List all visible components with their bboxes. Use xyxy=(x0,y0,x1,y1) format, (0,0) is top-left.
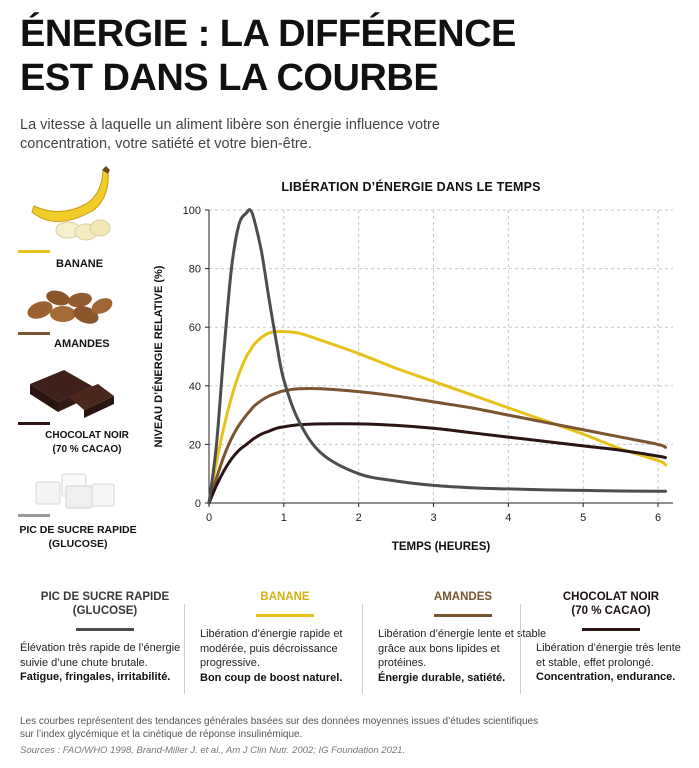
x-tick-label: 0 xyxy=(206,512,212,524)
series-line xyxy=(207,208,668,505)
card-divider xyxy=(184,604,185,694)
card-description: Élévation très rapide de l’énergie suivi… xyxy=(20,642,181,669)
y-axis-label: NIVEAU D’ÉNERGIE RELATIVE (%) xyxy=(152,265,165,447)
y-tick-label: 20 xyxy=(189,439,201,451)
sources: Sources : FAO/WHO 1998, Brand-Miller J. … xyxy=(20,745,406,756)
legend-item-chocolat: CHOCOLAT NOIR (70 % CACAO) xyxy=(18,366,148,457)
page-subtitle: La vitesse à laquelle un aliment libère … xyxy=(20,117,440,152)
card-title: AMANDES xyxy=(433,591,493,603)
card-highlight: Bon coup de boost naturel. xyxy=(200,671,343,684)
card-chocolat: CHOCOLAT NOIR (70 % CACAO) Libération d’… xyxy=(536,590,686,685)
x-tick-label: 1 xyxy=(281,512,287,524)
legend-label: BANANE xyxy=(56,258,104,270)
card-amandes: AMANDES Libération d’énergie lente et st… xyxy=(378,590,548,685)
card-title: CHOCOLAT NOIR (70 % CACAO) xyxy=(562,591,660,617)
card-description: Libération d’énergie lente et stable grâ… xyxy=(378,628,547,669)
card-divider xyxy=(520,604,521,694)
card-glucose: PIC DE SUCRE RAPIDE (GLUCOSE) Élévation … xyxy=(20,590,190,685)
x-axis-label: TEMPS (HEURES) xyxy=(392,541,491,553)
card-color-bar xyxy=(76,628,134,631)
y-tick-label: 80 xyxy=(189,264,201,276)
card-color-bar xyxy=(434,614,492,617)
legend-swatch-chocolat xyxy=(18,422,50,425)
x-tick-label: 5 xyxy=(580,512,586,524)
card-color-bar xyxy=(256,614,314,617)
x-tick-label: 2 xyxy=(356,512,362,524)
series-line xyxy=(207,422,668,505)
legend-label: AMANDES xyxy=(54,338,110,350)
legend-item-banane: BANANE xyxy=(18,166,148,271)
legend-swatch-banane xyxy=(18,250,50,253)
legend-swatch-amandes xyxy=(18,332,50,335)
footnote: Les courbes représentent des tendances g… xyxy=(20,716,539,740)
card-highlight: Concentration, endurance. xyxy=(536,671,676,683)
legend-label: CHOCOLAT NOIR (70 % CACAO) xyxy=(45,430,129,455)
y-tick-label: 60 xyxy=(189,322,201,334)
card-description: Libération d’énergie très lente et stabl… xyxy=(536,642,681,669)
x-tick-label: 4 xyxy=(505,512,511,524)
card-highlight: Énergie durable, satiété. xyxy=(378,671,506,684)
card-description: Libération d’énergie rapide et modérée, … xyxy=(200,628,343,669)
legend-item-amandes: AMANDES xyxy=(18,282,148,351)
page-title: ÉNERGIE : LA DIFFÉRENCE EST DANS LA COUR… xyxy=(20,13,516,99)
y-tick-label: 40 xyxy=(189,381,201,393)
card-banane: BANANE Libération d’énergie rapide et mo… xyxy=(200,590,370,685)
card-highlight: Fatigue, fringales, irritabilité. xyxy=(20,671,171,683)
almonds-icon xyxy=(27,290,113,324)
card-color-bar xyxy=(582,628,640,631)
y-tick-label: 100 xyxy=(183,205,201,217)
y-tick-label: 0 xyxy=(195,498,201,510)
chart-title: LIBÉRATION D’ÉNERGIE DANS LE TEMPS xyxy=(281,180,541,194)
card-title: PIC DE SUCRE RAPIDE (GLUCOSE) xyxy=(40,591,170,617)
sugar-cubes-icon xyxy=(35,473,115,509)
comparison-cards: PIC DE SUCRE RAPIDE (GLUCOSE) Élévation … xyxy=(10,590,690,700)
legend-label: PIC DE SUCRE RAPIDE (GLUCOSE) xyxy=(19,524,137,550)
energy-chart: 0 20 40 60 80 100 0 1 2 3 4 5 6 TEMPS (HEURES) NIVEAU … xyxy=(152,205,673,553)
card-divider xyxy=(362,604,363,694)
legend-item-sucre: PIC DE SUCRE RAPIDE (GLUCOSE) xyxy=(18,472,148,551)
x-tick-label: 6 xyxy=(655,512,661,524)
card-title: BANANE xyxy=(260,591,310,603)
chocolate-icon xyxy=(30,370,114,418)
series-line xyxy=(207,386,668,505)
banana-icon xyxy=(31,166,111,241)
legend-swatch-sucre xyxy=(18,514,50,517)
x-tick-label: 3 xyxy=(430,512,436,524)
